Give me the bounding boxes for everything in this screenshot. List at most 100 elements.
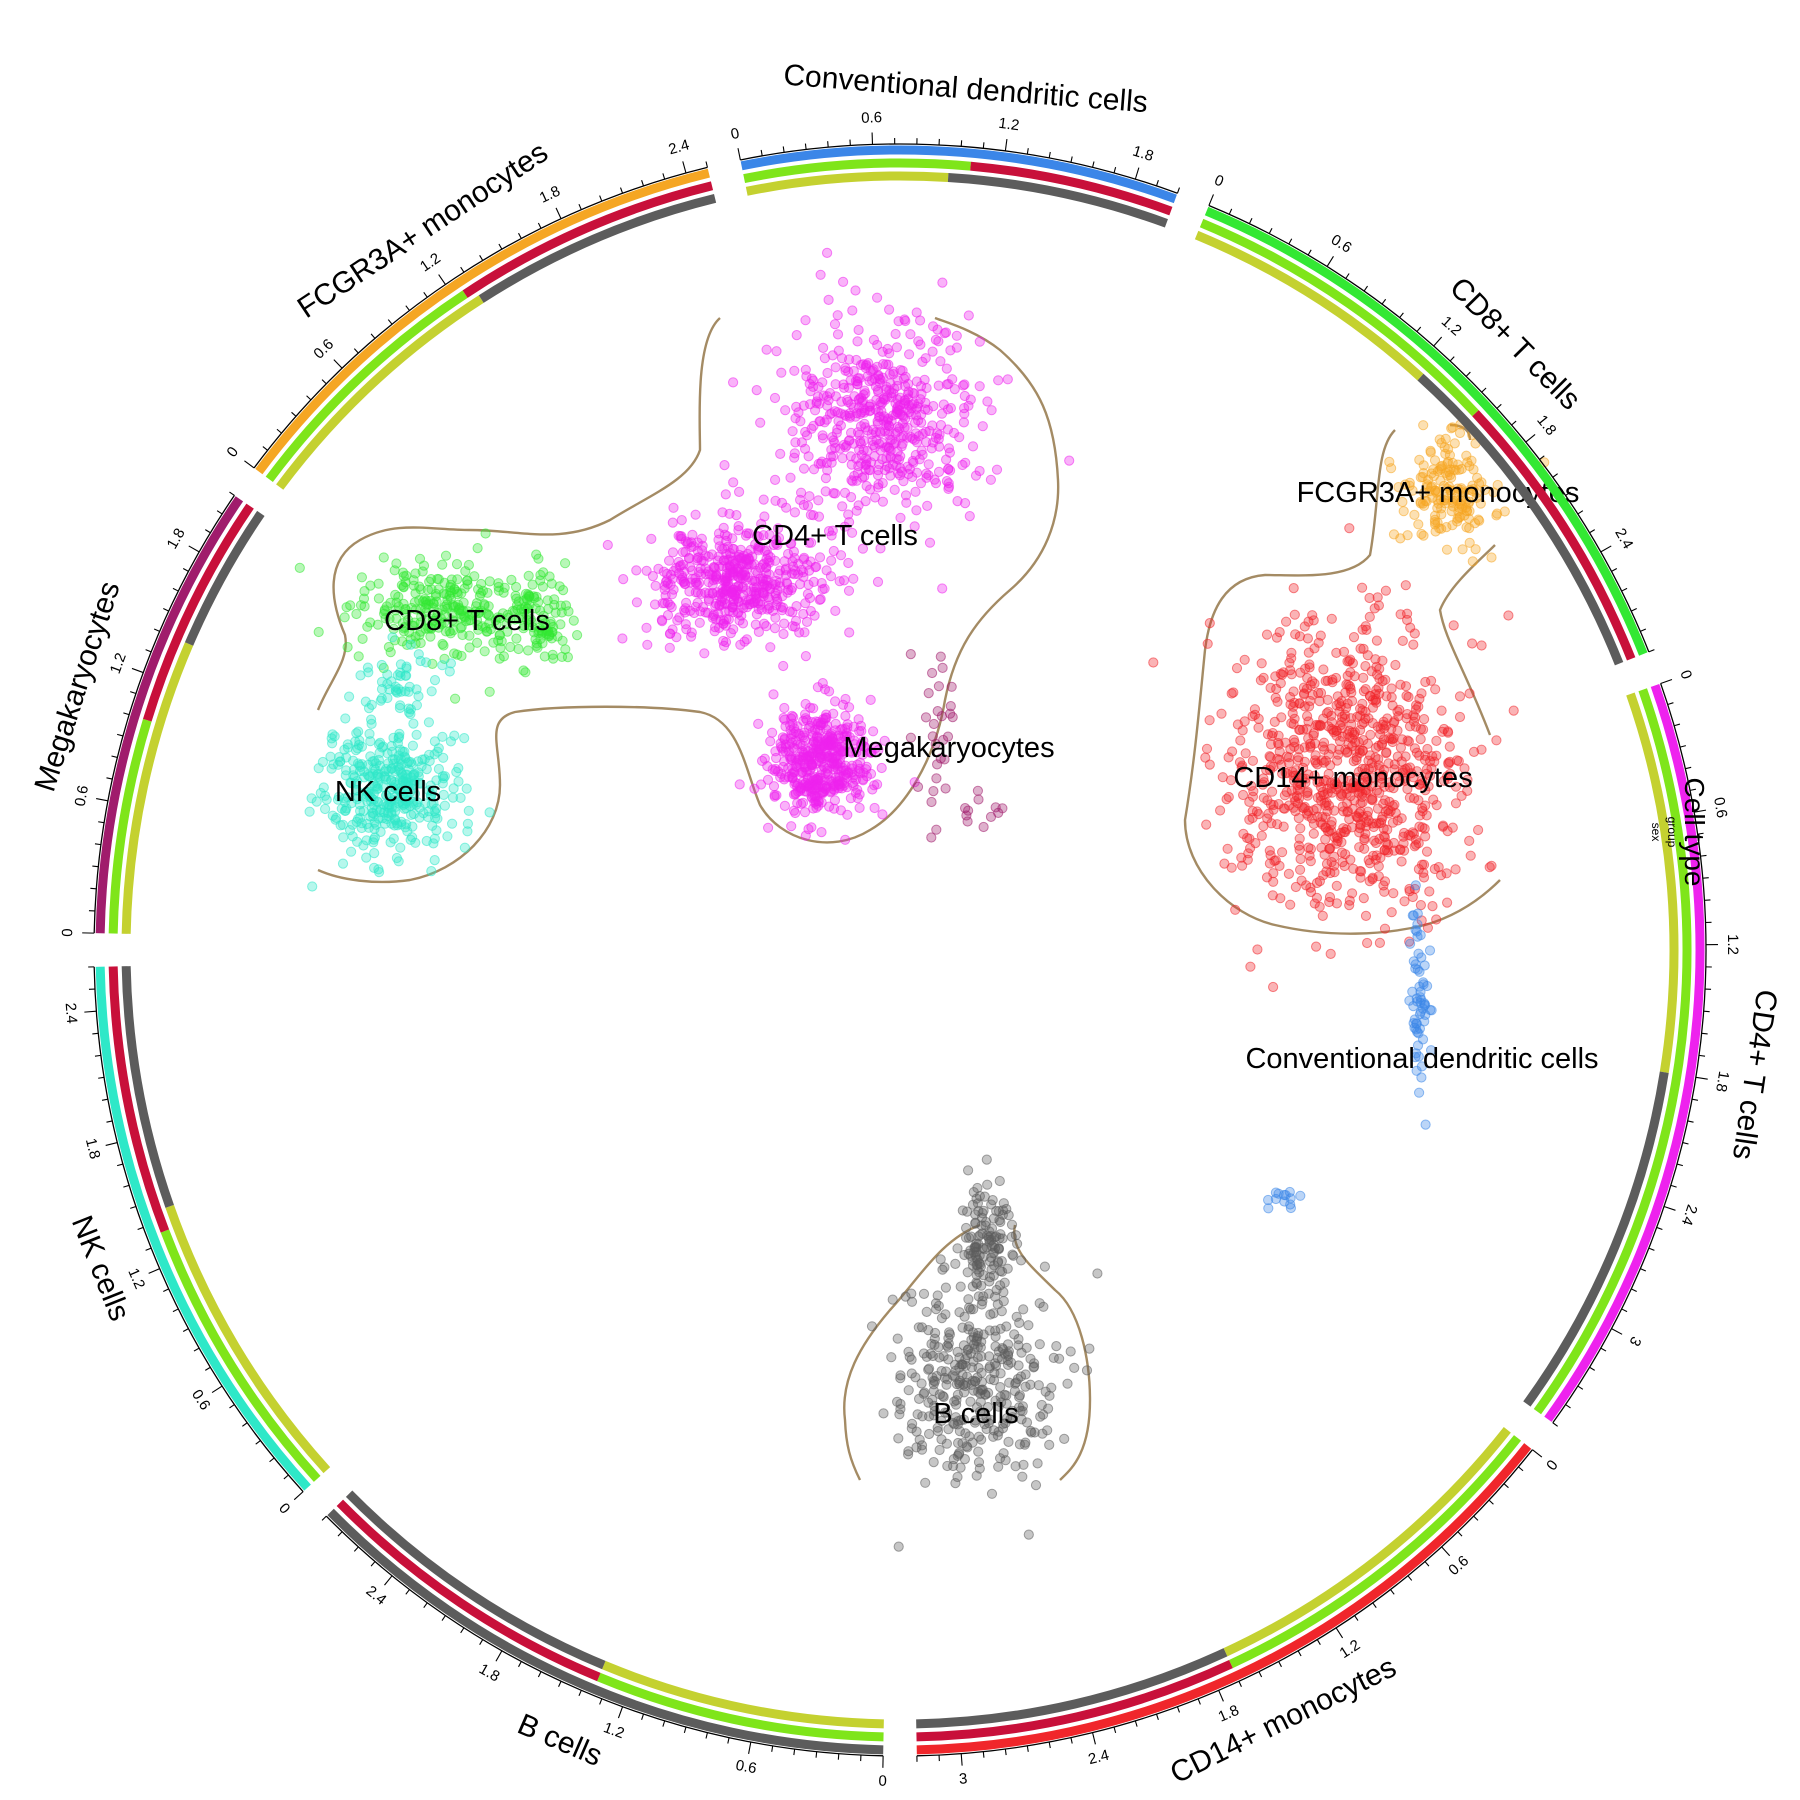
scatter-point: [1397, 635, 1408, 647]
scatter-point: [942, 424, 954, 435]
scatter-point: [1367, 795, 1378, 806]
scatter-point: [1443, 466, 1455, 477]
scatter-point: [1295, 864, 1306, 875]
scatter-point: [1317, 811, 1328, 822]
scatter-point: [1321, 866, 1332, 877]
scatter-point: [1247, 812, 1258, 824]
axis-tick: [1026, 148, 1029, 155]
scatter-point: [1308, 828, 1319, 839]
axis-tick: [1363, 285, 1368, 292]
scatter-point: [933, 681, 945, 692]
scatter-point: [687, 529, 698, 541]
scatter-point: [889, 383, 900, 394]
scatter-point: [826, 555, 837, 566]
scatter-point: [709, 562, 720, 573]
tick-label: 0.6: [72, 784, 93, 808]
axis-tick: [578, 1690, 582, 1697]
scatter-point: [1414, 981, 1425, 992]
scatter-point: [1360, 621, 1371, 632]
scatter-point: [518, 595, 529, 606]
axis-tick: [1695, 1076, 1708, 1080]
scatter-point: [439, 800, 450, 811]
scatter-point: [819, 353, 831, 364]
scatter-point: [1444, 741, 1455, 752]
scatter-point: [955, 1281, 966, 1292]
scatter-point: [356, 822, 367, 834]
scatter-point: [758, 581, 769, 592]
scatter-point: [1491, 735, 1502, 746]
scatter-point: [1397, 734, 1408, 745]
scatter-point: [898, 476, 909, 487]
scatter-point: [449, 648, 460, 659]
scatter-point: [914, 1434, 925, 1445]
scatter-point: [353, 651, 364, 662]
scatter-point: [914, 1393, 925, 1405]
scatter-point: [484, 686, 495, 697]
scatter-point: [649, 599, 661, 610]
track-legend-cell-type: Cell type: [1679, 778, 1710, 887]
scatter-point: [778, 761, 789, 773]
scatter-point: [405, 639, 416, 650]
scatter-point: [433, 574, 444, 585]
scatter-point: [805, 509, 817, 521]
scatter-point: [958, 1379, 969, 1390]
scatter-point: [808, 381, 819, 392]
scatter-point: [759, 511, 770, 522]
scatter-point: [802, 500, 814, 511]
scatter-point: [1390, 659, 1401, 671]
scatter-point: [373, 593, 384, 604]
axis-tick: [1640, 1268, 1647, 1272]
scatter-point: [1069, 1362, 1080, 1374]
axis-tick: [1176, 187, 1181, 194]
scatter-point: [842, 809, 853, 820]
scatter-point: [1231, 663, 1243, 674]
scatter-point: [761, 344, 772, 355]
scatter-point: [1364, 611, 1375, 623]
scatter-point: [893, 316, 904, 327]
scatter-point: [870, 743, 881, 754]
scatter-point: [753, 626, 765, 638]
scatter-point: [1344, 725, 1355, 737]
scatter-point: [922, 404, 933, 415]
scatter-point: [1415, 900, 1427, 911]
scatter-point: [463, 805, 474, 816]
scatter-point: [962, 1344, 973, 1356]
scatter-point: [872, 576, 884, 588]
scatter-point: [366, 699, 377, 711]
scatter-point: [459, 733, 470, 744]
scatter-point: [871, 394, 882, 405]
scatter-point: [1420, 831, 1431, 842]
scatter-point: [877, 496, 889, 507]
scatter-point: [800, 364, 811, 375]
scatter-point: [375, 826, 386, 838]
scatter-point: [377, 813, 388, 824]
axis-tick: [1676, 1163, 1683, 1167]
axis-tick: [617, 1706, 624, 1719]
scatter-point: [769, 392, 781, 404]
axis-tick: [1092, 1732, 1096, 1745]
scatter-point: [795, 782, 806, 793]
axis-tick: [441, 1615, 446, 1621]
scatter-point: [910, 1372, 921, 1383]
scatter-point: [873, 371, 884, 382]
axis-tick: [105, 1142, 118, 1146]
axis-tick: [111, 755, 118, 758]
axis-tick: [384, 1575, 393, 1586]
scatter-point: [832, 424, 843, 435]
scatter-point: [617, 633, 628, 644]
scatter-point: [993, 1461, 1004, 1472]
scatter-point: [781, 577, 792, 588]
scatter-point: [1316, 795, 1327, 806]
scatter-point: [821, 734, 832, 745]
scatter-point: [814, 552, 826, 563]
scatter-point: [883, 442, 894, 453]
tick-label: 0.6: [1710, 796, 1730, 819]
scatter-point: [933, 380, 944, 391]
scatter-point: [954, 432, 965, 443]
scatter-point: [824, 409, 836, 420]
scatter-point: [847, 305, 858, 316]
scatter-point: [1019, 1439, 1030, 1450]
scatter-point: [459, 842, 470, 853]
scatter-point: [667, 547, 679, 558]
scatter-point: [339, 612, 350, 623]
